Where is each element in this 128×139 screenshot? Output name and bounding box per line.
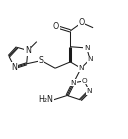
Text: N: N [84, 45, 90, 51]
Text: N: N [87, 56, 93, 62]
Text: N: N [78, 65, 84, 71]
Text: N: N [87, 88, 92, 94]
Text: N: N [12, 63, 18, 72]
Text: S: S [39, 56, 44, 65]
Text: H₂N: H₂N [38, 95, 53, 104]
Text: O: O [81, 78, 87, 84]
Text: N: N [25, 46, 31, 55]
Text: O: O [79, 18, 85, 27]
Text: O: O [53, 22, 59, 31]
Text: N: N [71, 80, 76, 86]
